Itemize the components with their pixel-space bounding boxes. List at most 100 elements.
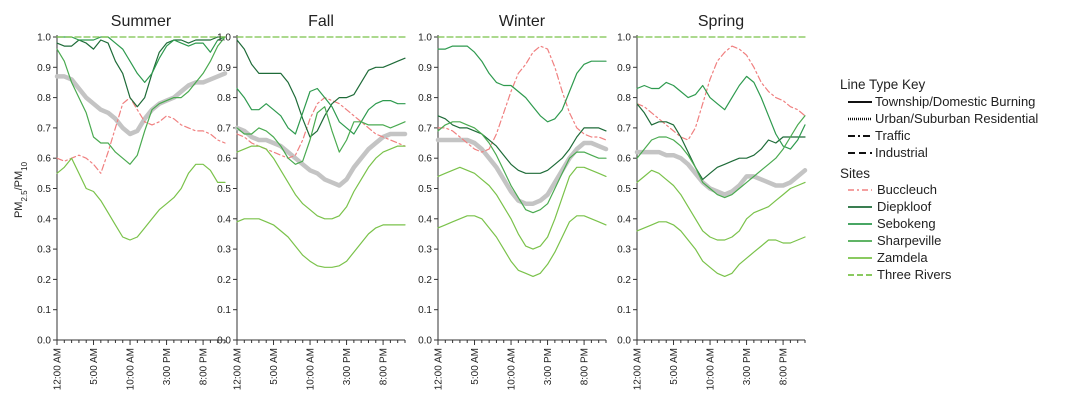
legend-site-sebokeng: Sebokeng — [848, 216, 936, 231]
series-line-mean — [634, 149, 808, 197]
series-line-sebokeng — [437, 45, 607, 123]
panel-title-winter: Winter — [499, 13, 546, 30]
x-tick-label: 5:00 AM — [470, 348, 481, 385]
y-tick-label: 0.5 — [37, 184, 51, 195]
y-axis-label-pm: PM — [13, 202, 25, 219]
series-line-sebokeng — [636, 75, 806, 150]
series-line-mean — [234, 125, 408, 188]
y-tick-label: 0.9 — [617, 63, 631, 74]
series-line-sharpeville — [56, 36, 226, 165]
series-line-buccleuch — [56, 96, 226, 174]
legend-site-buccleuch-label: Buccleuch — [877, 182, 937, 197]
panel-spring: Spring 0.0 0.1 0.2 0.3 0.4 0.5 0.6 0.7 0.8 0.9 1.0 1… — [617, 13, 808, 390]
y-tick-label: 0.8 — [418, 93, 432, 104]
series-line-zamdela — [236, 145, 406, 220]
y-tick-label: 0.9 — [37, 63, 51, 74]
y-tick-label: 0.4 — [418, 214, 432, 225]
y-axis-label-sub-25: 2.5 — [20, 190, 29, 202]
panel-summer: Summer 0.0 0.1 0.2 0.3 0.4 0.5 0.6 0.7 0.8 0.9 1.0 1… — [37, 13, 228, 390]
series-line-diepkloof — [437, 115, 607, 174]
x-tick-label: 8:00 PM — [580, 348, 591, 385]
legend-site-three-rivers-label: Three Rivers — [877, 267, 952, 282]
y-tick-label: 0.9 — [217, 63, 231, 74]
y-tick-label: 0.4 — [37, 214, 51, 225]
legend-line-type-dotted-label: Urban/Suburban Residential — [875, 111, 1038, 126]
y-tick-label: 0.8 — [617, 93, 631, 104]
panel-title-fall: Fall — [308, 13, 334, 30]
panel-title-spring: Spring — [698, 13, 744, 30]
series-line-zamdela — [636, 169, 806, 241]
legend-line-type-dashdot-label: Traffic — [875, 128, 911, 143]
legend-line-type-dashdot: Traffic — [848, 128, 911, 143]
y-tick-label: 0.0 — [418, 336, 432, 347]
y-tick-label: 1.0 — [217, 33, 231, 44]
legend-line-type-dashed-label: Industrial — [875, 145, 928, 160]
series-line-diepkloof — [636, 103, 806, 180]
y-tick-label: 0.6 — [617, 154, 631, 165]
y-tick-label: 0.7 — [418, 123, 432, 134]
y-tick-label: 0.3 — [217, 245, 231, 256]
series-line-diepkloof — [236, 39, 406, 138]
y-tick-label: 0.1 — [217, 305, 231, 316]
series-line-sharpeville — [437, 121, 607, 214]
x-tick-label: 5:00 AM — [89, 348, 100, 385]
y-tick-label: 0.0 — [617, 336, 631, 347]
y-tick-label: 0.6 — [37, 154, 51, 165]
x-tick-label: 5:00 AM — [669, 348, 680, 385]
series-line-zamdela — [437, 215, 607, 277]
x-tick-label: 3:00 PM — [162, 348, 173, 385]
panel-fall: Fall 0.0 0.1 0.2 0.3 0.4 0.5 0.6 0.7 0.8 0.9 1.0 12:… — [217, 13, 408, 390]
legend-site-zamdela-label: Zamdela — [877, 250, 928, 265]
series-line-buccleuch — [437, 45, 607, 153]
y-tick-label: 0.0 — [37, 336, 51, 347]
y-tick-label: 0.4 — [617, 214, 631, 225]
y-tick-label: 0.5 — [617, 184, 631, 195]
series-line-mean — [435, 137, 609, 206]
y-tick-label: 0.2 — [418, 275, 432, 286]
legend-line-type-solid: Township/Domestic Burning — [848, 94, 1035, 109]
series-line-zamdela — [56, 157, 226, 241]
y-tick-label: 0.1 — [37, 305, 51, 316]
y-tick-label: 0.6 — [217, 154, 231, 165]
x-tick-label: 8:00 PM — [199, 348, 210, 385]
x-tick-label: 3:00 PM — [742, 348, 753, 385]
y-tick-label: 0.4 — [217, 214, 231, 225]
series-line-sebokeng — [236, 87, 406, 135]
y-tick-label: 0.9 — [418, 63, 432, 74]
legend: Line Type Key Township/Domestic Burning … — [840, 77, 1038, 282]
legend-site-diepkloof: Diepkloof — [848, 199, 932, 214]
legend-site-sharpeville: Sharpeville — [848, 233, 941, 248]
y-tick-label: 0.3 — [418, 245, 432, 256]
series-line-sebokeng — [56, 36, 226, 84]
y-axis-label-sub-10: 10 — [20, 161, 29, 170]
legend-site-three-rivers: Three Rivers — [848, 267, 952, 282]
series-line-zamdela — [437, 166, 607, 250]
x-tick-label: 3:00 PM — [342, 348, 353, 385]
x-tick-label: 10:00 AM — [507, 348, 518, 390]
x-tick-label: 12:00 AM — [233, 348, 244, 390]
y-tick-label: 0.2 — [617, 275, 631, 286]
x-tick-label: 8:00 PM — [379, 348, 390, 385]
legend-site-zamdela: Zamdela — [848, 250, 928, 265]
legend-site-diepkloof-label: Diepkloof — [877, 199, 932, 214]
y-tick-label: 0.8 — [217, 93, 231, 104]
legend-site-sharpeville-label: Sharpeville — [877, 233, 941, 248]
legend-sites-title: Sites — [840, 166, 870, 181]
legend-line-type-dotted: Urban/Suburban Residential — [848, 111, 1038, 126]
x-tick-label: 5:00 AM — [269, 348, 280, 385]
y-tick-label: 0.5 — [217, 184, 231, 195]
y-tick-label: 1.0 — [617, 33, 631, 44]
y-axis-label-slash-pm: /PM — [13, 171, 25, 191]
y-tick-label: 0.6 — [418, 154, 432, 165]
panel-title-summer: Summer — [111, 13, 172, 30]
y-tick-label: 0.7 — [617, 123, 631, 134]
legend-site-buccleuch: Buccleuch — [848, 182, 937, 197]
legend-line-type-dashed: Industrial — [848, 145, 928, 160]
y-tick-label: 0.1 — [418, 305, 432, 316]
legend-line-type-title: Line Type Key — [840, 77, 926, 92]
x-tick-label: 12:00 AM — [434, 348, 445, 390]
legend-site-sebokeng-label: Sebokeng — [877, 216, 936, 231]
series-line-zamdela — [236, 218, 406, 268]
y-tick-label: 0.3 — [617, 245, 631, 256]
